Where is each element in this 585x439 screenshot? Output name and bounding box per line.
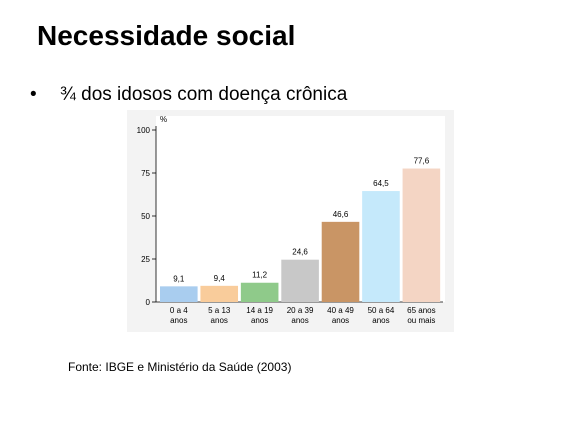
y-axis-unit-label: % — [160, 115, 167, 124]
bar — [281, 259, 319, 302]
bar — [200, 285, 239, 302]
bullet-dot: • — [30, 84, 37, 105]
x-tick-label: anos — [372, 316, 389, 325]
x-tick-label: anos — [291, 316, 308, 325]
x-tick-label: anos — [251, 316, 268, 325]
x-tick-label: 20 a 39 — [287, 306, 314, 315]
bar — [240, 282, 279, 302]
x-tick-label: 5 a 13 — [208, 306, 231, 315]
x-tick-label: anos — [170, 316, 187, 325]
y-tick-label: 0 — [146, 298, 151, 307]
chart-panel: % 0 25 50 75 100 9,1 0 a 4 anos 9,4 5 a 13 anos 11,2… — [127, 110, 454, 332]
x-tick-label: 14 a 19 — [246, 306, 273, 315]
bar — [362, 191, 400, 302]
bar — [402, 168, 441, 302]
y-tick-label: 100 — [137, 126, 151, 135]
bar — [321, 221, 360, 302]
bullet-text: ¾ dos idosos com doença crônica — [60, 84, 348, 105]
y-tick-label: 75 — [141, 169, 150, 178]
x-tick-label: 50 a 64 — [368, 306, 395, 315]
bar-value-label: 9,4 — [214, 274, 226, 283]
bullet-item: • ¾ dos idosos com doença crônica — [30, 84, 347, 106]
bar-value-label: 24,6 — [292, 248, 308, 257]
bar-value-label: 64,5 — [373, 179, 389, 188]
y-tick-label: 50 — [141, 212, 150, 221]
source-note: Fonte: IBGE e Ministério da Saúde (2003) — [68, 360, 292, 374]
bar-value-label: 77,6 — [414, 157, 430, 166]
bar-value-label: 46,6 — [333, 210, 349, 219]
x-tick-label: 0 a 4 — [170, 306, 188, 315]
slide-title: Necessidade social — [37, 20, 296, 51]
x-tick-label: anos — [332, 316, 349, 325]
x-tick-label: ou mais — [407, 316, 435, 325]
bar — [160, 286, 198, 302]
x-tick-label: 65 anos — [407, 306, 435, 315]
x-tick-label: anos — [211, 316, 228, 325]
bar-value-label: 11,2 — [252, 271, 268, 280]
bar-value-label: 9,1 — [173, 274, 185, 283]
x-tick-label: 40 a 49 — [327, 306, 354, 315]
y-tick-label: 25 — [141, 255, 150, 264]
